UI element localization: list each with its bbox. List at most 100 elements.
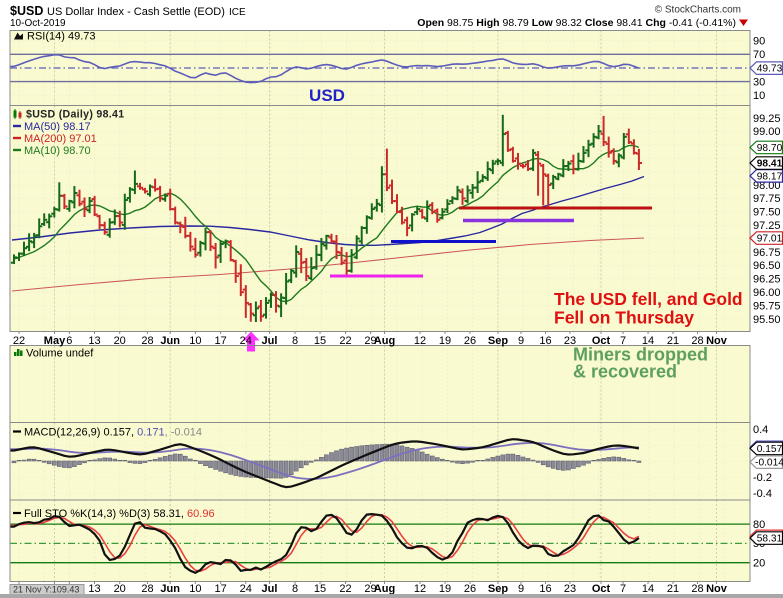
svg-text:Jul: Jul (262, 335, 278, 347)
svg-text:15: 15 (314, 335, 326, 347)
svg-text:98.00: 98.00 (753, 180, 781, 192)
svg-text:MACD(12,26,9) 0.157, 0.171, -0: MACD(12,26,9) 0.157, 0.171, -0.014 (24, 427, 202, 439)
svg-text:28: 28 (141, 335, 153, 347)
svg-text:-0.4: -0.4 (753, 488, 772, 500)
svg-text:Nov: Nov (706, 583, 728, 595)
svg-text:Sep: Sep (488, 335, 508, 347)
svg-text:Sep: Sep (488, 583, 508, 595)
svg-text:24: 24 (240, 583, 252, 595)
svg-text:0.4: 0.4 (753, 424, 768, 436)
svg-text:90: 90 (753, 35, 765, 47)
svg-text:MA(50) 98.17: MA(50) 98.17 (24, 121, 91, 133)
svg-text:23: 23 (564, 583, 576, 595)
svg-text:22: 22 (339, 335, 351, 347)
svg-text:21: 21 (667, 583, 679, 595)
svg-text:8: 8 (292, 335, 298, 347)
svg-text:13: 13 (88, 335, 100, 347)
svg-text:9: 9 (518, 335, 524, 347)
svg-text:Fell on Thursday: Fell on Thursday (554, 308, 694, 328)
svg-text:95.75: 95.75 (753, 300, 781, 312)
svg-text:13: 13 (88, 583, 100, 595)
svg-text:96.00: 96.00 (753, 287, 781, 299)
svg-text:97.50: 97.50 (753, 207, 781, 219)
svg-text:MA(10) 98.70: MA(10) 98.70 (24, 145, 91, 157)
svg-text:Nov: Nov (706, 335, 728, 347)
svg-text:21 Nov Y:109.43: 21 Nov Y:109.43 (13, 585, 79, 595)
svg-text:80: 80 (753, 519, 765, 531)
svg-text:29: 29 (364, 335, 376, 347)
svg-text:23: 23 (564, 335, 576, 347)
svg-text:Aug: Aug (374, 583, 395, 595)
svg-text:49.73: 49.73 (757, 64, 783, 75)
svg-text:MA(200) 97.01: MA(200) 97.01 (24, 133, 97, 145)
svg-text:Jul: Jul (262, 583, 278, 595)
svg-text:98.41: 98.41 (757, 159, 783, 170)
svg-text:Full STO %K(14,3) %D(3) 58.31,: Full STO %K(14,3) %D(3) 58.31, 60.96 (24, 508, 215, 520)
svg-text:99.00: 99.00 (753, 126, 781, 138)
svg-text:Oct: Oct (592, 335, 611, 347)
svg-text:ICE: ICE (229, 7, 246, 18)
svg-text:19: 19 (439, 335, 451, 347)
svg-text:12: 12 (414, 583, 426, 595)
svg-text:May: May (44, 335, 66, 347)
svg-text:Jun: Jun (160, 335, 180, 347)
svg-text:0.157: 0.157 (757, 444, 783, 455)
svg-text:15: 15 (314, 583, 326, 595)
svg-text:28: 28 (691, 583, 703, 595)
svg-text:8: 8 (292, 583, 298, 595)
svg-text:24: 24 (240, 335, 252, 347)
svg-text:28: 28 (141, 583, 153, 595)
svg-text:20: 20 (114, 583, 126, 595)
svg-text:RSI(14) 49.73: RSI(14) 49.73 (27, 31, 95, 43)
svg-text:$USD: $USD (10, 4, 43, 18)
svg-text:14: 14 (642, 583, 654, 595)
svg-text:Oct: Oct (592, 583, 611, 595)
svg-text:20: 20 (753, 558, 765, 570)
svg-text:70: 70 (753, 49, 765, 61)
svg-text:16: 16 (539, 335, 551, 347)
svg-text:98.70: 98.70 (757, 143, 783, 154)
svg-text:96.75: 96.75 (753, 247, 781, 259)
svg-text:6: 6 (66, 335, 72, 347)
svg-text:96.25: 96.25 (753, 274, 781, 286)
svg-text:-0.2: -0.2 (753, 472, 772, 484)
svg-text:16: 16 (539, 583, 551, 595)
svg-text:US Dollar Index - Cash Settle: US Dollar Index - Cash Settle (EOD) (47, 6, 225, 18)
svg-text:96.50: 96.50 (753, 260, 781, 272)
svg-text:12: 12 (414, 335, 426, 347)
svg-text:$USD (Daily) 98.41: $USD (Daily) 98.41 (26, 109, 124, 121)
svg-text:Open 98.75 High 98.79 Low 98.3: Open 98.75 High 98.79 Low 98.32 Close 98… (417, 17, 736, 29)
svg-text:21: 21 (667, 335, 679, 347)
svg-text:10-Oct-2019: 10-Oct-2019 (10, 18, 66, 29)
svg-text:26: 26 (464, 583, 476, 595)
svg-text:Aug: Aug (374, 335, 395, 347)
svg-text:30: 30 (753, 76, 765, 88)
svg-text:7: 7 (620, 335, 626, 347)
svg-text:26: 26 (464, 335, 476, 347)
svg-text:17: 17 (214, 583, 226, 595)
svg-text:28: 28 (691, 335, 703, 347)
svg-text:20: 20 (114, 335, 126, 347)
svg-text:7: 7 (620, 583, 626, 595)
svg-text:Miners dropped: Miners dropped (573, 345, 708, 365)
svg-text:98.17: 98.17 (757, 172, 783, 183)
svg-text:10: 10 (189, 583, 201, 595)
svg-text:Volume undef: Volume undef (26, 348, 94, 360)
svg-text:© StockCharts.com: © StockCharts.com (655, 5, 741, 16)
svg-text:10: 10 (189, 335, 201, 347)
svg-text:58.31: 58.31 (757, 534, 783, 545)
svg-text:95.50: 95.50 (753, 314, 781, 326)
svg-text:97.25: 97.25 (753, 220, 781, 232)
svg-text:19: 19 (439, 583, 451, 595)
svg-text:The USD fell, and Gold: The USD fell, and Gold (554, 289, 743, 309)
svg-text:97.75: 97.75 (753, 193, 781, 205)
svg-text:10: 10 (753, 90, 765, 102)
svg-text:Jun: Jun (160, 583, 180, 595)
svg-text:29: 29 (364, 583, 376, 595)
svg-text:97.01: 97.01 (757, 234, 783, 245)
svg-text:22: 22 (339, 583, 351, 595)
svg-text:99.25: 99.25 (753, 113, 781, 125)
svg-text:22: 22 (13, 335, 25, 347)
svg-text:-0.014: -0.014 (755, 458, 783, 469)
svg-text:9: 9 (518, 583, 524, 595)
